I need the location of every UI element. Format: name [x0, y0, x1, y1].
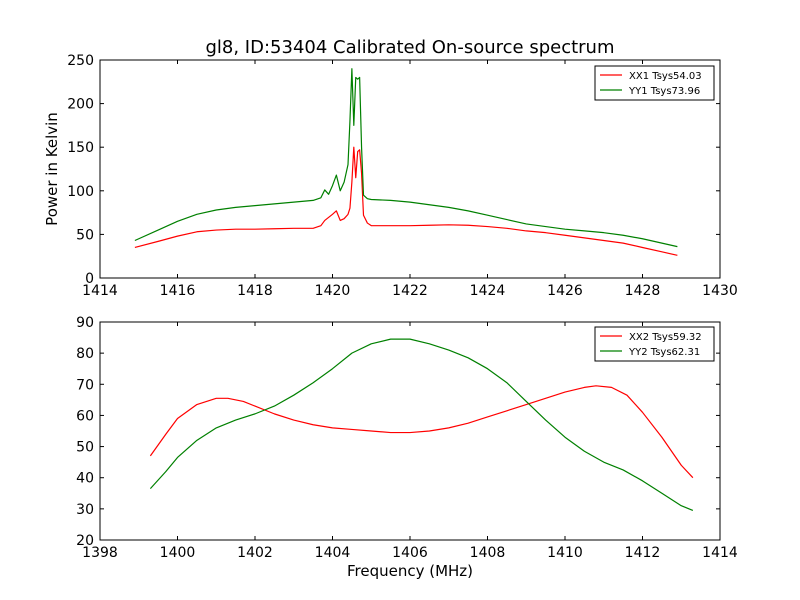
x-tick-label: 1400	[160, 545, 196, 561]
y-tick-label: 0	[85, 271, 94, 287]
series-line-xx2	[149, 385, 694, 479]
y-tick-label: 250	[67, 53, 94, 69]
x-tick-label: 1418	[237, 283, 273, 299]
y-tick-label: 70	[76, 377, 94, 393]
legend-box	[594, 65, 715, 101]
series-line-yy1	[134, 68, 678, 248]
y-tick-label: 60	[76, 408, 94, 424]
chart-title: gl8, ID:53404 Calibrated On-source spect…	[205, 37, 614, 58]
x-axis-label: Frequency (MHz)	[347, 562, 473, 580]
legend: XX2 Tsys59.32 YY2 Tsys62.31	[594, 326, 715, 362]
x-tick-label: 1404	[315, 545, 351, 561]
y-tick-label: 80	[76, 346, 94, 362]
bottom-spectrum-plot: 1398 1400 1402 1404 1406 1408 1410 1412 1414 20 30…	[76, 315, 738, 580]
x-tick-label: 1408	[470, 545, 506, 561]
y-tick-label: 20	[76, 533, 94, 549]
x-tick-label: 1420	[315, 283, 351, 299]
x-tick-label: 1422	[392, 283, 428, 299]
x-tick-label: 1416	[160, 283, 196, 299]
x-tick-label: 1406	[392, 545, 428, 561]
legend-box	[594, 326, 715, 362]
x-tick-label: 1424	[470, 283, 506, 299]
y-tick-label: 100	[67, 184, 94, 200]
y-axis-label: Power in Kelvin	[43, 112, 61, 226]
y-tick-label: 90	[76, 315, 94, 331]
x-tick-label: 1410	[547, 545, 583, 561]
x-tick-label: 1398	[82, 545, 118, 561]
series-line-yy2	[149, 338, 694, 511]
x-tick-label: 1430	[702, 283, 738, 299]
top-spectrum-plot: 1414 1416 1418 1420 1422 1424 1426 1428 1430 0 50 1…	[43, 53, 738, 299]
legend: XX1 Tsys54.03 YY1 Tsys73.96	[594, 65, 715, 101]
y-tick-label: 200	[67, 97, 94, 113]
legend-label: YY2 Tsys62.31	[628, 347, 700, 358]
y-tick-label: 50	[76, 227, 94, 243]
series-line-xx1	[134, 146, 678, 256]
x-tick-label: 1428	[625, 283, 661, 299]
legend-label: XX2 Tsys59.32	[629, 332, 702, 343]
x-tick-label: 1412	[625, 545, 661, 561]
x-tick-label: 1414	[702, 545, 738, 561]
legend-label: YY1 Tsys73.96	[628, 86, 700, 97]
y-tick-label: 40	[76, 471, 94, 487]
y-tick-label: 50	[76, 440, 94, 456]
y-tick-label: 30	[76, 502, 94, 518]
y-tick-label: 150	[67, 140, 94, 156]
legend-label: XX1 Tsys54.03	[629, 71, 702, 82]
x-tick-label: 1402	[237, 545, 273, 561]
x-tick-label: 1414	[82, 283, 118, 299]
x-tick-label: 1426	[547, 283, 583, 299]
